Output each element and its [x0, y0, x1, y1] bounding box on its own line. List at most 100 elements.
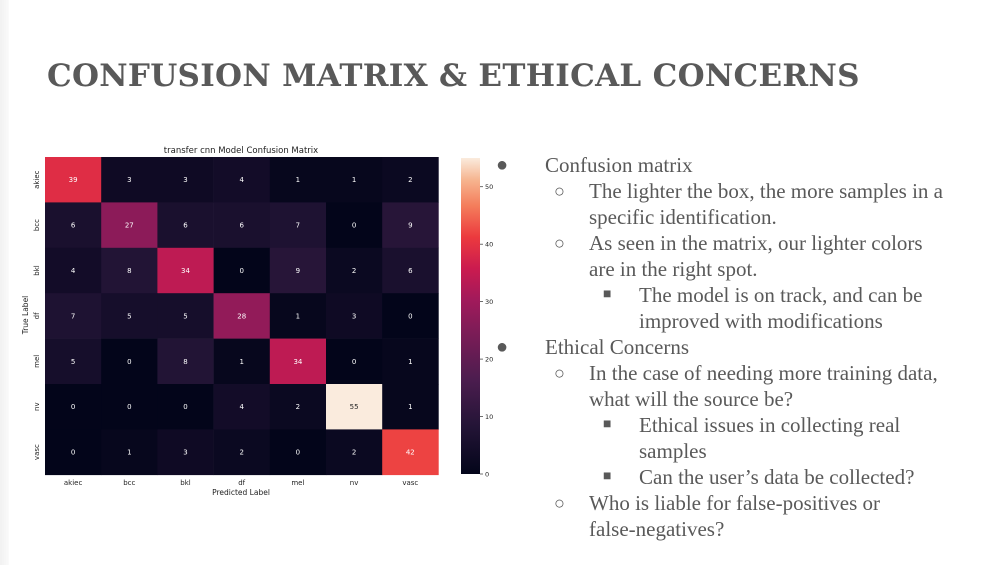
cell-value-label: 8 [127, 267, 131, 275]
cell-value-label: 0 [127, 403, 131, 411]
cell-value-label: 4 [239, 403, 244, 411]
confusion-matrix-chart: transfer cnn Model Confusion Matrix Pred… [21, 146, 493, 497]
heatmap-cell [45, 247, 102, 294]
heatmap-cell [382, 247, 439, 294]
x-tick-label: nv [350, 479, 359, 487]
heatmap-cells: 39 3 3 4 1 1 26 27 6 6 7 0 94 8 34 0 9 2 67 5 5 28 1 3 05 0 8 1 34 0 1… [45, 157, 439, 476]
bullet-text-line: false-negatives? [589, 517, 725, 541]
cell-value-label: 0 [183, 403, 187, 411]
slide-title: CONFUSION MATRIX & ETHICAL CONCERNS [47, 58, 860, 94]
colorbar-tick-label: 0 [485, 471, 489, 479]
bullet-marker-icon: ■ [603, 469, 612, 484]
heatmap-cell [101, 293, 158, 339]
y-tick-label: mel [33, 355, 41, 368]
bullet-marker-icon: ■ [603, 417, 612, 432]
heatmap-cell [101, 157, 158, 203]
x-tick-label: df [238, 479, 245, 487]
bullet-text-line: Confusion matrix [545, 153, 693, 177]
heatmap-cell [269, 338, 327, 385]
colorbar-ticks: 0 10 20 30 40 50 [480, 183, 493, 479]
cell-value-label: 2 [296, 403, 300, 411]
cell-value-label: 3 [352, 312, 356, 320]
slide-left-edge [0, 0, 9, 565]
heatmap-cell [213, 384, 271, 430]
y-axis-label: True Label [21, 296, 30, 336]
y-tick-label: df [33, 312, 41, 319]
colorbar-tick-label: 40 [485, 241, 493, 249]
cell-value-label: 1 [127, 449, 131, 457]
colorbar-tick-label: 20 [485, 356, 493, 364]
bullet-text-line: As seen in the matrix, our lighter color… [589, 231, 923, 255]
x-tick-label: vasc [402, 479, 418, 487]
bullet-text-line: what will the source be? [589, 387, 794, 411]
heatmap-cell [101, 338, 158, 385]
y-tick-label: nv [33, 402, 41, 411]
bullet-text-line: Who is liable for false-positives or [589, 491, 881, 515]
cell-value-label: 6 [408, 267, 413, 275]
cell-value-label: 2 [408, 176, 412, 184]
heatmap-cell [213, 157, 271, 203]
cell-value-label: 0 [408, 312, 412, 320]
cell-value-label: 3 [127, 176, 131, 184]
cell-value-label: 42 [406, 449, 415, 457]
heatmap-cell [213, 247, 271, 294]
cell-value-label: 1 [408, 358, 412, 366]
x-tick-label: mel [291, 479, 304, 487]
colorbar-tick-label: 50 [485, 183, 493, 191]
heatmap-cell [213, 202, 271, 249]
cell-value-label: 34 [181, 267, 190, 275]
cell-value-label: 4 [239, 176, 244, 184]
cell-value-label: 0 [352, 358, 356, 366]
cell-value-label: 6 [239, 222, 244, 230]
x-tick-labels: akiec bcc bkl df mel nv vasc [64, 479, 419, 487]
cell-value-label: 0 [71, 403, 75, 411]
cell-value-label: 0 [352, 222, 356, 230]
heatmap-cell [101, 247, 158, 294]
cell-value-label: 5 [127, 312, 131, 320]
cell-value-label: 1 [408, 403, 412, 411]
bullet-text-line: In the case of needing more training dat… [589, 361, 938, 385]
heatmap-cell [382, 293, 439, 339]
cell-value-label: 9 [408, 222, 412, 230]
heatmap-cell [269, 384, 327, 430]
cell-value-label: 28 [237, 312, 246, 320]
heatmap-cell [213, 338, 271, 385]
bullet-text-line: The model is on track, and can be [639, 283, 923, 307]
cell-value-label: 2 [352, 449, 356, 457]
heatmap-cell [157, 293, 214, 339]
cell-value-label: 39 [69, 176, 78, 184]
cell-value-label: 0 [71, 449, 75, 457]
cell-value-label: 5 [183, 312, 187, 320]
heatmap-cell [157, 157, 214, 203]
heatmap-cell [45, 429, 102, 476]
bullet-text-line: Ethical issues in collecting real [639, 413, 901, 437]
colorbar-tick-label: 10 [485, 413, 493, 421]
heatmap-cell [382, 157, 439, 203]
y-tick-label: bcc [33, 219, 41, 231]
heatmap-cell [45, 293, 102, 339]
colorbar-tick-label: 30 [485, 298, 493, 306]
cell-value-label: 1 [352, 176, 356, 184]
y-tick-label: vasc [33, 444, 41, 460]
heatmap-cell [45, 202, 102, 249]
cell-value-label: 6 [183, 222, 188, 230]
heatmap-cell [157, 338, 214, 385]
cell-value-label: 7 [71, 312, 75, 320]
bullet-marker-icon: ■ [603, 287, 612, 302]
cell-value-label: 55 [350, 403, 359, 411]
y-tick-label: akiec [33, 170, 41, 189]
heatmap-cell [101, 384, 158, 430]
bullet-marker-icon: ○ [554, 363, 565, 383]
heatmap-cell [213, 293, 271, 339]
heatmap-cell [157, 202, 214, 249]
bullet-text-line: specific identification. [589, 205, 777, 229]
heatmap-cell [101, 202, 158, 249]
heatmap-cell [45, 157, 102, 203]
cell-value-label: 4 [71, 267, 76, 275]
bullet-marker-icon: ● [496, 154, 509, 176]
cell-value-label: 3 [183, 176, 187, 184]
heatmap-cell [269, 247, 327, 294]
bullet-text-line: samples [639, 439, 707, 463]
heatmap-cell [382, 384, 439, 430]
cell-value-label: 2 [239, 449, 243, 457]
